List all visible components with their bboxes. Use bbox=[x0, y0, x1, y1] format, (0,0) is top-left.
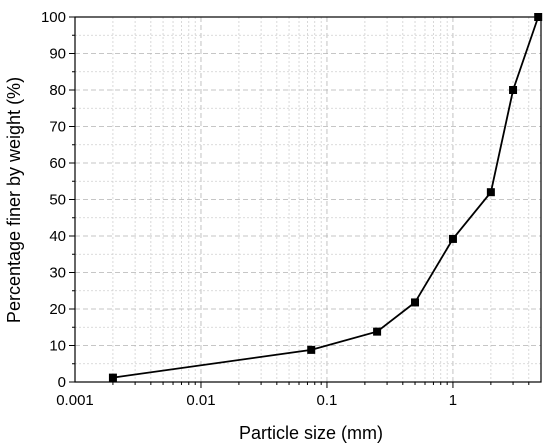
data-markers bbox=[108, 13, 543, 382]
y-tick-label: 70 bbox=[49, 119, 66, 136]
data-series bbox=[112, 16, 540, 379]
x-tick-label: 1 bbox=[449, 392, 457, 409]
y-tick-label: 30 bbox=[49, 265, 66, 282]
y-tick-label: 10 bbox=[49, 338, 66, 355]
y-tick-label: 40 bbox=[49, 228, 66, 245]
data-point bbox=[373, 327, 382, 336]
y-tick-label: 100 bbox=[41, 9, 66, 26]
x-tick-label: 0.001 bbox=[56, 392, 94, 409]
x-axis-title: Particle size (mm) bbox=[239, 423, 383, 443]
y-tick-label: 0 bbox=[58, 374, 66, 391]
data-point bbox=[411, 298, 420, 307]
y-tick-label: 90 bbox=[49, 46, 66, 63]
data-point bbox=[448, 234, 457, 243]
y-tick-label: 20 bbox=[49, 301, 66, 318]
data-point bbox=[486, 188, 495, 197]
series-line bbox=[112, 16, 540, 379]
data-point bbox=[108, 373, 117, 382]
y-tick-label: 50 bbox=[49, 192, 66, 209]
axis-ticks: 0 10 20 30 40 50 60 70 80 90 100 0.001 0.01 0.1 1 bbox=[41, 9, 530, 409]
x-tick-label: 0.1 bbox=[317, 392, 338, 409]
x-tick-label: 0.01 bbox=[186, 392, 215, 409]
data-point bbox=[534, 13, 543, 21]
y-tick-label: 80 bbox=[49, 82, 66, 99]
data-point bbox=[509, 86, 518, 94]
y-tick-label: 60 bbox=[49, 155, 66, 172]
grid bbox=[75, 17, 541, 382]
data-point bbox=[307, 345, 316, 354]
y-axis-title: Percentage finer by weight (%) bbox=[4, 77, 24, 323]
